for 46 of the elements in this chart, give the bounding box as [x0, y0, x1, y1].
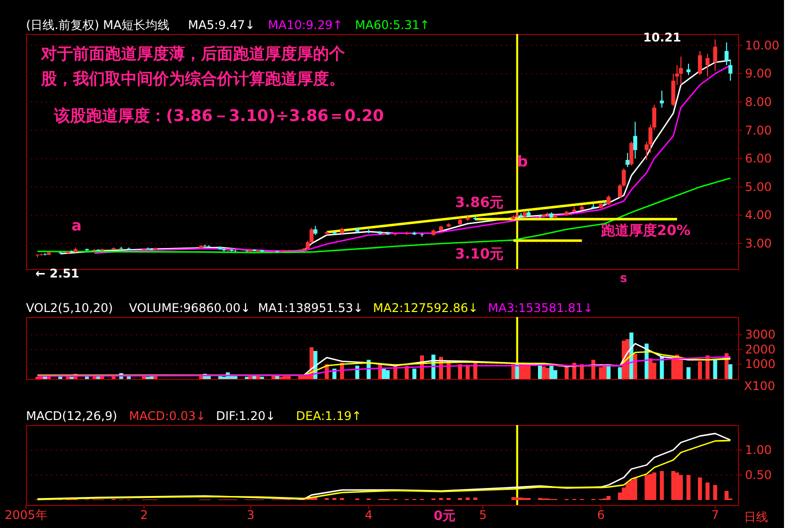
y-tick-label: 0.50 — [745, 468, 772, 482]
annotation: b — [517, 152, 528, 171]
y-tick-label: 7.00 — [745, 123, 772, 138]
y-tick-label: 3000 — [745, 328, 776, 342]
x-tick-label: 2005年 — [4, 508, 48, 522]
annotation: 0元 — [434, 509, 456, 524]
x-tick-label: 3 — [246, 508, 254, 522]
annotation: ← 2.51 — [35, 266, 80, 280]
annotation: 对于前面跑道厚度薄，后面跑道厚度厚的个 — [40, 44, 346, 63]
text: MA2:127592.86↓ — [373, 301, 478, 315]
annotation: a — [71, 216, 82, 234]
x-tick-label: 4 — [364, 508, 372, 522]
x-tick-label: 6 — [597, 508, 605, 522]
text: s — [620, 271, 628, 285]
y-tick-label: 8.00 — [745, 94, 772, 109]
annotation: 跑道厚度20% — [600, 222, 691, 239]
chart-title: VOL2(5,10,20) — [26, 301, 113, 315]
text: VOLUME:96860.00↓ — [129, 301, 251, 315]
chart-title: MACD(12,26,9) — [26, 409, 118, 423]
y-tick-label: 1.00 — [745, 443, 772, 457]
y-tick-label: 5.00 — [745, 180, 772, 194]
chart-title: (日线.前复权) MA短长均线 — [26, 18, 170, 32]
annotation: 3.86元 — [455, 195, 504, 212]
text: MA60:5.31↑ — [355, 18, 430, 32]
text: MACD:0.03↓ — [129, 409, 206, 423]
text: MA5:9.47↓ — [188, 18, 256, 32]
text: DEA:1.19↑ — [296, 409, 362, 423]
text: MA10:9.29↑ — [268, 18, 343, 32]
y-tick-label: 6.00 — [745, 152, 772, 166]
y-tick-label: 4.00 — [745, 208, 772, 222]
y-tick-label: 1000 — [745, 357, 776, 372]
y-tick-label: 9.00 — [745, 66, 772, 81]
annotation: 3.10元 — [455, 246, 504, 263]
text: 日线 — [744, 510, 768, 524]
x-tick-label: 7 — [711, 508, 719, 522]
text: DIF:1.20↓ — [216, 409, 276, 423]
text: X100 — [744, 379, 776, 393]
text: MA1:138951.53↓ — [258, 301, 364, 315]
y-tick-label: 10.00 — [745, 38, 780, 52]
annotation: 股，我们取中间价为综合价计算跑道厚度。 — [40, 69, 345, 88]
y-tick-label: 3.00 — [745, 236, 772, 251]
y-tick-label: 2000 — [745, 342, 776, 356]
annotation: 该股跑道厚度：(3.86－3.10)÷3.86＝0.20 — [53, 106, 384, 125]
text: MA3:153581.81↓ — [488, 301, 594, 315]
x-tick-label: 2 — [140, 508, 148, 522]
x-tick-label: 5 — [479, 508, 487, 522]
